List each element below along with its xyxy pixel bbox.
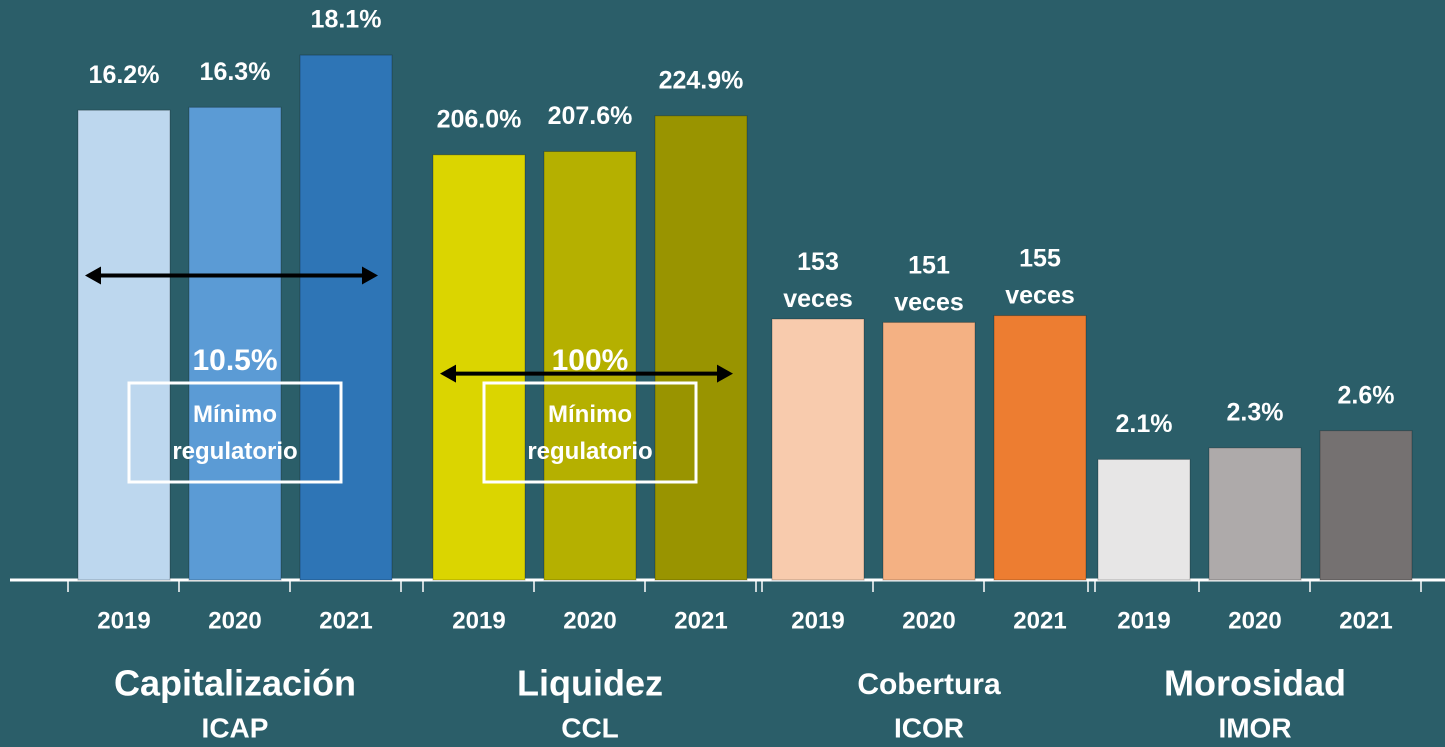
value-label: 16.3% — [200, 58, 271, 86]
threshold-label: 10.5% — [192, 344, 277, 377]
bar — [771, 318, 865, 581]
bar — [654, 115, 748, 581]
x-tick-label: 2021 — [1013, 607, 1066, 634]
threshold-text: Mínimo regulatorio — [527, 401, 652, 465]
x-tick-label: 2020 — [563, 607, 616, 634]
value-label: 206.0% — [437, 105, 522, 133]
x-tick-label: 2020 — [902, 607, 955, 634]
bar — [77, 109, 171, 581]
bar — [299, 54, 393, 581]
bar — [1097, 458, 1191, 581]
x-tick-label: 2019 — [1117, 607, 1170, 634]
x-tick-label: 2019 — [97, 607, 150, 634]
value-label: 151 veces — [894, 251, 964, 316]
x-tick-label: 2019 — [452, 607, 505, 634]
group-title: Morosidad — [1164, 663, 1346, 704]
value-label: 18.1% — [311, 6, 382, 34]
value-label: 2.6% — [1338, 381, 1395, 409]
threshold-box — [482, 381, 698, 484]
threshold-label: 100% — [552, 344, 629, 377]
value-label: 16.2% — [89, 61, 160, 89]
group-title: Capitalización — [114, 663, 356, 704]
value-label: 2.1% — [1116, 410, 1173, 438]
value-label: 207.6% — [548, 102, 633, 130]
group-subtitle: ICAP — [202, 712, 269, 743]
group-title: Cobertura — [857, 668, 1001, 701]
x-tick-label: 2021 — [319, 607, 372, 634]
group-subtitle: ICOR — [894, 712, 964, 743]
threshold-text: Mínimo regulatorio — [172, 401, 297, 465]
x-tick-label: 2020 — [1228, 607, 1281, 634]
x-tick-label: 2021 — [674, 607, 727, 634]
value-label: 2.3% — [1227, 399, 1284, 427]
bar — [882, 321, 976, 581]
bar — [543, 151, 637, 581]
value-label: 224.9% — [659, 66, 744, 94]
x-tick-label: 2019 — [791, 607, 844, 634]
group-title: Liquidez — [517, 663, 663, 704]
value-label: 153 veces — [783, 248, 853, 313]
group-subtitle: IMOR — [1218, 712, 1291, 743]
bar — [1319, 430, 1413, 581]
bar — [188, 106, 282, 581]
bar — [1208, 447, 1302, 581]
x-tick-label: 2021 — [1339, 607, 1392, 634]
value-label: 155 veces — [1005, 244, 1075, 309]
x-tick-label: 2020 — [208, 607, 261, 634]
bar — [432, 154, 526, 581]
group-subtitle: CCL — [561, 712, 619, 743]
bar — [993, 315, 1087, 581]
threshold-box — [127, 381, 343, 484]
